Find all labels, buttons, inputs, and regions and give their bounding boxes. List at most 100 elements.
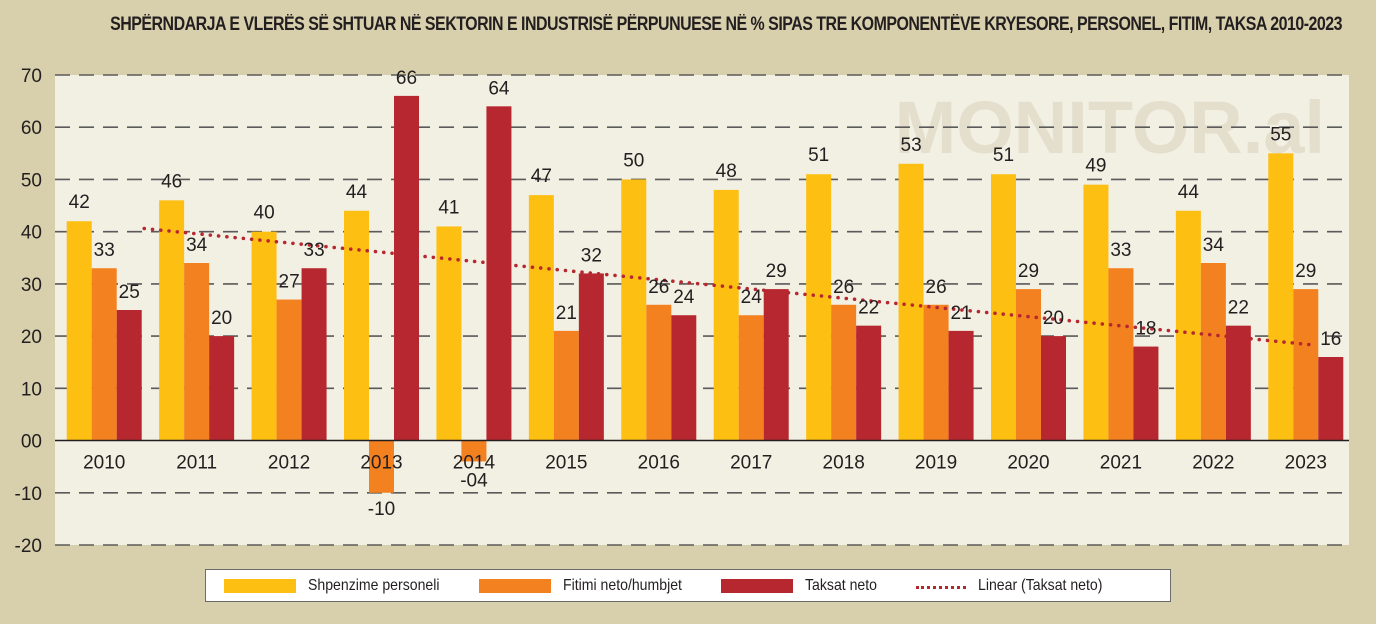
x-tick-label: 2018 [823, 453, 865, 474]
data-label: 26 [926, 277, 947, 298]
data-label: 33 [94, 240, 115, 261]
bar-personel-2010 [66, 221, 92, 441]
legend-swatch-taksat [721, 578, 793, 593]
data-label: 33 [304, 240, 325, 261]
data-label: 24 [741, 287, 763, 308]
y-tick-label: 40 [21, 223, 42, 244]
y-axis-ticks: -20 -10 00 10 20 30 40 50 60 70 [15, 66, 42, 557]
bar-personel-2017 [713, 189, 739, 441]
bar-personel-2022 [1175, 210, 1201, 441]
bar-personel-2015 [528, 195, 554, 441]
legend-item-trend: Linear (Taksat neto) [916, 570, 1119, 601]
legend-swatch-trend [916, 572, 966, 589]
data-label: 41 [438, 197, 459, 218]
legend: Shpenzime personeli Fitimi neto/humbjet … [205, 569, 1171, 602]
data-label: 44 [346, 182, 368, 203]
bar-fitimi-2022 [1200, 263, 1226, 441]
data-label: -04 [460, 471, 488, 492]
bar-personel-2019 [898, 163, 924, 441]
data-label: 16 [1320, 329, 1341, 350]
data-label: 51 [808, 145, 829, 166]
y-tick-label: -20 [15, 536, 42, 557]
data-label: 64 [488, 78, 510, 99]
x-tick-label: 2020 [1007, 453, 1049, 474]
y-tick-label: 00 [21, 432, 42, 453]
bar-personel-2013 [344, 210, 369, 441]
bar-personel-2011 [159, 200, 185, 441]
data-label: 27 [279, 272, 300, 293]
data-label: 22 [858, 298, 879, 319]
bar-taksat-2018 [856, 325, 882, 441]
x-tick-label: 2015 [545, 453, 587, 474]
bar-taksat-2016 [671, 315, 697, 441]
bar-fitimi-2018 [831, 304, 857, 441]
bar-fitimi-2012 [276, 299, 302, 441]
data-label: 26 [648, 277, 669, 298]
trendline [142, 226, 1316, 347]
legend-label: Fitimi neto/humbjet [563, 576, 682, 594]
bar-taksat-2022 [1225, 325, 1251, 441]
bar-fitimi-2015 [553, 330, 579, 441]
x-tick-label: 2019 [915, 453, 957, 474]
x-tick-label: 2012 [268, 453, 310, 474]
bar-taksat-2023 [1318, 357, 1344, 441]
y-tick-label: 70 [21, 66, 42, 87]
data-label: 34 [1203, 235, 1225, 256]
legend-swatch-fitimi [479, 578, 551, 593]
bar-taksat-2021 [1133, 346, 1159, 441]
legend-label: Taksat neto [805, 576, 878, 594]
x-tick-label: 2010 [83, 453, 125, 474]
data-label: 66 [396, 68, 417, 89]
data-labels: 42332546342040273344-106641-046447213250… [69, 68, 1342, 520]
data-label: 24 [673, 287, 695, 308]
bar-taksat-2012 [301, 268, 327, 441]
data-label: 20 [211, 308, 232, 329]
chart-title: SHPËRNDARJA E VLERËS SË SHTUAR NË SEKTOR… [110, 14, 1343, 35]
legend-item-taksat: Taksat neto [721, 570, 887, 601]
data-label: 21 [951, 303, 972, 324]
data-label: 34 [186, 235, 208, 256]
data-label: 33 [1110, 240, 1131, 261]
bar-fitimi-2014 [461, 440, 487, 462]
data-label: 21 [556, 303, 577, 324]
x-tick-label: 2013 [360, 453, 402, 474]
bar-taksat-2017 [763, 289, 789, 441]
bar-personel-2020 [991, 174, 1016, 441]
x-tick-label: 2022 [1192, 453, 1234, 474]
bar-taksat-2014 [486, 106, 512, 441]
data-label: 42 [69, 192, 90, 213]
data-label: 20 [1043, 308, 1064, 329]
x-tick-label: 2023 [1285, 453, 1327, 474]
data-label: 40 [254, 203, 275, 224]
legend-item-personel: Shpenzime personeli [224, 570, 457, 601]
bar-personel-2023 [1268, 153, 1294, 441]
bar-taksat-2019 [948, 330, 974, 441]
bar-personel-2016 [621, 179, 647, 441]
data-label: 29 [1295, 261, 1316, 282]
bar-taksat-2011 [209, 336, 235, 441]
watermark: MONITOR.al [895, 86, 1325, 169]
bar-taksat-2020 [1041, 336, 1066, 441]
x-tick-label: 2021 [1100, 453, 1142, 474]
y-tick-label: 20 [21, 327, 42, 348]
y-tick-label: 30 [21, 275, 42, 296]
bar-personel-2018 [806, 174, 832, 441]
bar-fitimi-2016 [646, 304, 672, 441]
bar-taksat-2010 [116, 310, 142, 441]
data-label: 29 [766, 261, 787, 282]
x-tick-label: 2016 [638, 453, 680, 474]
x-tick-label: 2014 [453, 453, 496, 474]
data-label: 48 [716, 161, 737, 182]
bar-taksat-2015 [578, 273, 604, 441]
data-label: 25 [119, 282, 140, 303]
data-label: 32 [581, 245, 602, 266]
bar-taksat-2013 [394, 95, 419, 441]
trendline-linear-taksat [142, 226, 1316, 347]
legend-label: Linear (Taksat neto) [978, 576, 1103, 594]
y-tick-label: -10 [15, 484, 42, 505]
bar-fitimi-2010 [91, 268, 117, 441]
bar-fitimi-2017 [738, 315, 764, 441]
legend-label: Shpenzime personeli [308, 576, 440, 594]
data-label: 50 [623, 150, 644, 171]
data-label: 22 [1228, 298, 1249, 319]
